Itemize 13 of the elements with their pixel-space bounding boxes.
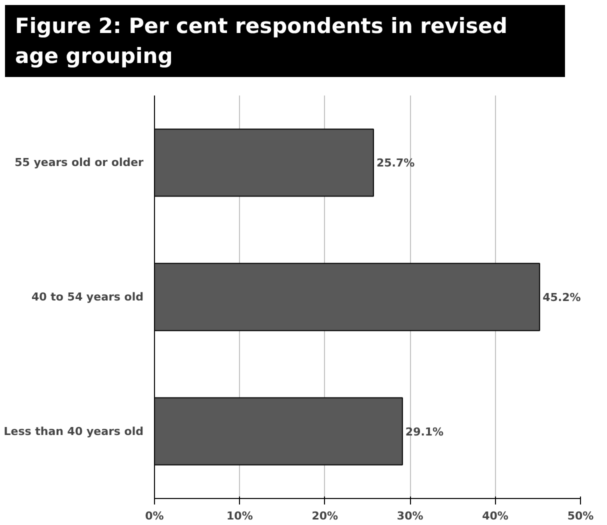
x-tick-label: 10% [226, 510, 253, 522]
y-tick-label: 55 years old or older [14, 156, 144, 170]
x-tick-label: 0% [145, 510, 164, 522]
y-tick-label: Less than 40 years old [4, 424, 144, 438]
data-label: 45.2% [542, 291, 581, 304]
x-tick-label: 50% [567, 510, 594, 522]
x-tick-label: 20% [312, 510, 338, 522]
data-label: 25.7% [376, 156, 415, 170]
y-tick-label: 40 to 54 years old [32, 290, 144, 304]
x-tick-label: 30% [396, 510, 424, 522]
x-tick-label: 40% [482, 510, 508, 522]
chart-title: Figure 2: Per cent respondents in revised age grouping [5, 5, 565, 77]
data-label: 29.1% [405, 425, 444, 438]
